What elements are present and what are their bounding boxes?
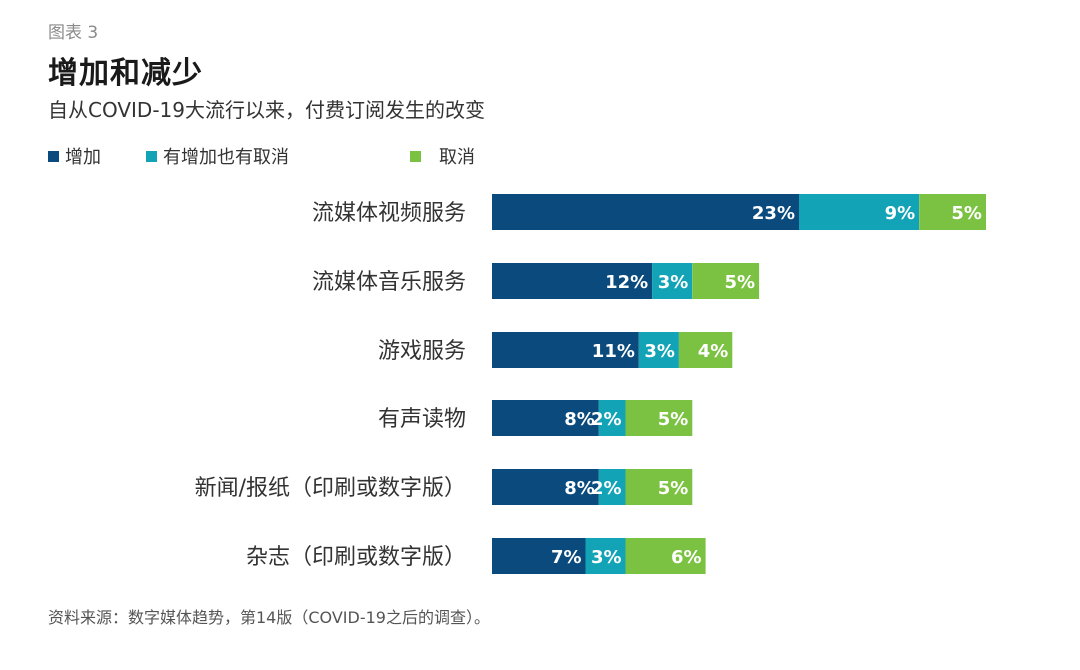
data-label: 2%	[591, 478, 622, 499]
chart-title: 增加和减少	[48, 56, 203, 91]
data-label: 7%	[551, 547, 582, 568]
bar-segment-both	[585, 538, 626, 574]
source-note: 资料来源：数字媒体趋势，第14版（COVID-19之后的调查）。	[48, 608, 490, 627]
bar-segment-cancel	[678, 332, 733, 368]
data-label: 5%	[658, 478, 689, 499]
data-label: 4%	[698, 341, 729, 362]
bar-segment-increase	[492, 400, 599, 436]
data-label: 5%	[724, 272, 755, 293]
legend-item-increase: 增加	[48, 143, 101, 169]
data-label: 3%	[644, 341, 675, 362]
bar-segment-increase	[492, 538, 586, 574]
legend-label-both: 有增加也有取消	[163, 147, 289, 168]
chart-subtitle: 自从COVID-19大流行以来，付费订阅发生的改变	[48, 98, 486, 122]
category-label: 杂志（印刷或数字版）	[246, 545, 466, 570]
bar-segment-both	[652, 263, 693, 299]
legend-swatch-cancel	[410, 150, 421, 162]
bar-segment-cancel	[625, 469, 693, 505]
bar-segment-increase	[492, 194, 800, 230]
data-label: 9%	[885, 203, 916, 224]
bar-segment-cancel	[692, 263, 760, 299]
data-label: 6%	[671, 547, 702, 568]
category-label: 流媒体音乐服务	[312, 270, 466, 295]
category-label: 有声读物	[378, 407, 466, 432]
legend-label-increase: 增加	[65, 147, 101, 168]
bar-segment-cancel	[625, 538, 706, 574]
bar-segment-cancel	[625, 400, 693, 436]
bar-segment-both	[598, 400, 626, 436]
category-label: 流媒体视频服务	[312, 201, 466, 226]
data-label: 12%	[605, 272, 648, 293]
data-label: 5%	[658, 409, 689, 430]
legend-swatch-increase	[48, 150, 59, 162]
category-label: 新闻/报纸（印刷或数字版）	[195, 476, 466, 501]
data-label: 3%	[591, 547, 622, 568]
data-label: 8%	[564, 478, 595, 499]
bar-segment-cancel	[919, 194, 986, 230]
bar-segment-both	[638, 332, 679, 368]
legend-item-both: 有增加也有取消	[146, 143, 289, 169]
category-label: 游戏服务	[378, 339, 466, 364]
legend-swatch-both	[146, 150, 157, 162]
bar-segment-increase	[492, 469, 599, 505]
data-label: 11%	[592, 341, 635, 362]
data-label: 3%	[658, 272, 689, 293]
bar-segment-increase	[492, 332, 639, 368]
chart-legend: 增加 有增加也有取消 取消	[48, 143, 748, 169]
figure-label: 图表 3	[48, 23, 99, 43]
stacked-bar-chart: 流媒体视频服务 23% 9% 5% 流媒体音乐服务 12% 3% 5% 游戏服务 11% 3% 4% 有…	[195, 194, 986, 574]
data-label: 2%	[591, 409, 622, 430]
data-label: 5%	[951, 203, 982, 224]
bar-segment-increase	[492, 263, 653, 299]
data-label: 8%	[564, 409, 595, 430]
legend-label-cancel: 取消	[439, 147, 475, 168]
data-label: 23%	[752, 203, 795, 224]
bar-segment-both	[799, 194, 920, 230]
bar-segment-both	[598, 469, 626, 505]
legend-item-cancel: 取消	[410, 143, 475, 169]
